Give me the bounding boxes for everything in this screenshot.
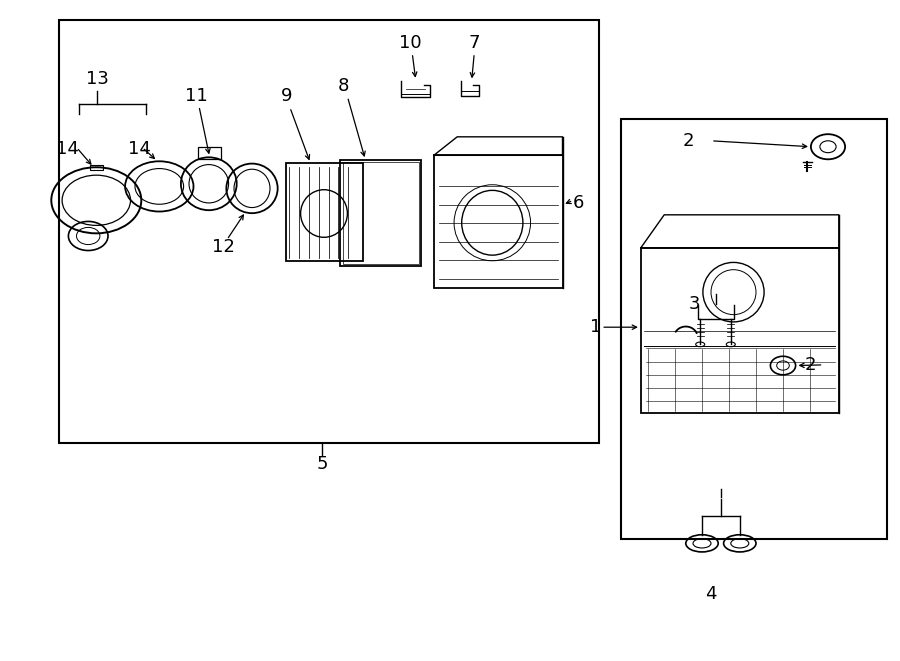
Text: 4: 4 (706, 584, 716, 603)
Text: 8: 8 (338, 77, 349, 95)
Text: 12: 12 (212, 237, 235, 256)
Bar (434, 155, 562, 288)
Text: 2: 2 (683, 132, 694, 150)
Text: 2: 2 (805, 356, 815, 374)
Bar (343, 162, 418, 264)
Bar (340, 160, 421, 266)
Bar (198, 147, 220, 159)
Text: 10: 10 (399, 34, 422, 52)
Text: 9: 9 (281, 87, 292, 105)
Text: 14: 14 (56, 139, 79, 158)
Ellipse shape (462, 190, 523, 255)
Bar (286, 163, 363, 261)
Ellipse shape (301, 190, 347, 237)
Text: 13: 13 (86, 70, 109, 89)
Bar (90, 165, 103, 170)
Text: 3: 3 (689, 295, 700, 313)
Bar (58, 20, 599, 443)
Text: 6: 6 (573, 194, 584, 212)
Text: 1: 1 (590, 318, 601, 336)
Bar (621, 119, 886, 539)
Text: 14: 14 (128, 139, 151, 158)
Text: 5: 5 (317, 455, 328, 473)
Text: 7: 7 (469, 34, 480, 52)
Bar (641, 248, 839, 413)
Text: 11: 11 (184, 87, 208, 105)
